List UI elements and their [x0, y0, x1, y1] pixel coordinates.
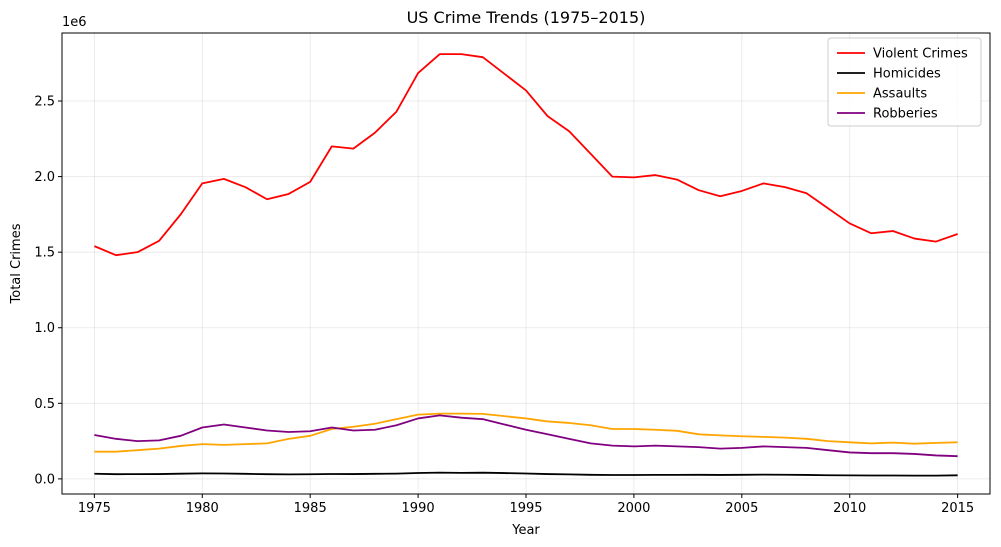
legend-label-robberies: Robberies	[873, 107, 938, 122]
y-axis-ticks: 0.0 0.5 1.0 1.5 2.0 2.5	[34, 95, 62, 487]
legend-label-assaults: Assaults	[873, 87, 927, 102]
legend-box	[827, 37, 982, 127]
x-tick-label: 1995	[509, 501, 542, 516]
x-tick-label: 1980	[186, 501, 219, 516]
x-tick-label: 2005	[725, 501, 758, 516]
y-tick-label: 2.0	[34, 170, 55, 185]
y-tick-label: 0.5	[34, 397, 55, 412]
chart-title: US Crime Trends (1975–2015)	[407, 8, 646, 27]
y-tick-label: 0.0	[34, 472, 55, 487]
x-axis-ticks: 1975 1980 1985 1990 1995 2000 2005 2010 2015	[78, 494, 974, 516]
legend: Violent Crimes Homicides Assaults Robberies	[827, 37, 982, 127]
series-line-violent-crimes	[94, 53, 958, 257]
x-axis-label: Year	[511, 523, 540, 538]
legend-label-violent-crimes: Violent Crimes	[873, 47, 968, 62]
series-line-homicides	[94, 471, 958, 477]
legend-label-homicides: Homicides	[873, 67, 941, 82]
y-tick-label: 1.0	[34, 321, 55, 336]
series-lines	[94, 53, 958, 477]
y-axis-label: Total Crimes	[9, 223, 24, 304]
x-tick-label: 2015	[941, 501, 974, 516]
x-tick-label: 1975	[78, 501, 111, 516]
x-tick-label: 1990	[402, 501, 435, 516]
y-tick-label: 2.5	[34, 95, 55, 110]
series-line-assaults	[94, 412, 958, 453]
x-tick-label: 1985	[294, 501, 327, 516]
series-line-robberies	[94, 414, 958, 458]
x-tick-label: 2000	[617, 501, 650, 516]
y-tick-label: 1.5	[34, 246, 55, 261]
x-tick-label: 2010	[833, 501, 866, 516]
y-axis-offset-label: 1e6	[62, 15, 87, 30]
